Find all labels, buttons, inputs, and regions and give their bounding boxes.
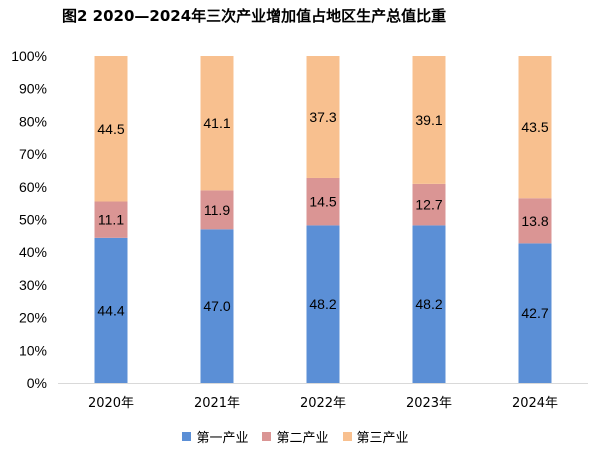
bar-segment [200,56,234,191]
data-label: 11.1 [98,212,124,228]
legend-item-secondary: 第二产业 [262,427,329,446]
y-tick-label: 50% [19,212,47,228]
data-label: 48.2 [415,296,442,312]
y-tick-label: 80% [19,113,47,129]
bar-segment [306,177,340,226]
data-label: 11.9 [204,202,230,218]
data-label: 41.1 [203,115,230,131]
legend-swatch-tertiary [342,432,352,441]
bar-segment [94,201,128,238]
y-tick-label: 60% [19,179,47,195]
legend-item-primary: 第一产业 [182,427,248,446]
data-label: 14.5 [309,194,336,210]
data-label: 43.5 [521,119,548,135]
y-tick-label: 100% [11,48,47,64]
legend-swatch-primary [182,432,192,441]
chart-title: 图2 2020—2024年三次产业增加值占地区生产总值比重 [62,7,447,25]
y-tick-label: 10% [19,342,47,358]
data-label: 37.3 [309,109,336,125]
y-tick-label: 0% [27,375,47,391]
bar-segment [306,56,340,178]
legend-item-tertiary: 第三产业 [342,427,409,446]
y-tick-label: 40% [19,244,47,260]
legend-swatch-secondary [262,432,272,441]
data-label: 48.2 [309,296,336,312]
x-category-label: 2020年 [88,396,134,411]
bar-segment [94,237,128,383]
bar-segment [518,243,552,383]
x-category-label: 2021年 [194,396,240,411]
legend-label-primary: 第一产业 [196,431,249,446]
bar-segment [412,225,446,383]
bar-segment [306,225,340,383]
x-category-label: 2023年 [406,396,452,411]
legend-label-tertiary: 第三产业 [356,431,409,446]
data-label: 44.5 [97,121,124,137]
y-tick-label: 30% [19,277,47,293]
data-label: 44.4 [97,302,124,318]
data-label: 47.0 [203,298,230,314]
x-category-label: 2022年 [300,396,346,411]
bar-segment [200,229,234,383]
bar-segment [200,190,234,230]
bar-segment [518,56,552,199]
data-label: 42.7 [521,305,548,321]
chart-legend: 第一产业 第二产业 第三产业 [0,427,591,446]
data-label: 13.8 [521,213,548,229]
y-tick-label: 20% [19,310,47,326]
y-tick-label: 70% [19,146,47,162]
bar-segment [412,56,446,184]
y-tick-label: 90% [19,81,47,97]
x-category-label: 2024年 [512,396,558,411]
bar-segment [412,183,446,226]
legend-label-secondary: 第二产业 [276,431,329,446]
data-label: 39.1 [415,112,442,128]
bar-segment [518,198,552,244]
data-label: 12.7 [415,197,442,213]
bar-segment [94,56,128,202]
